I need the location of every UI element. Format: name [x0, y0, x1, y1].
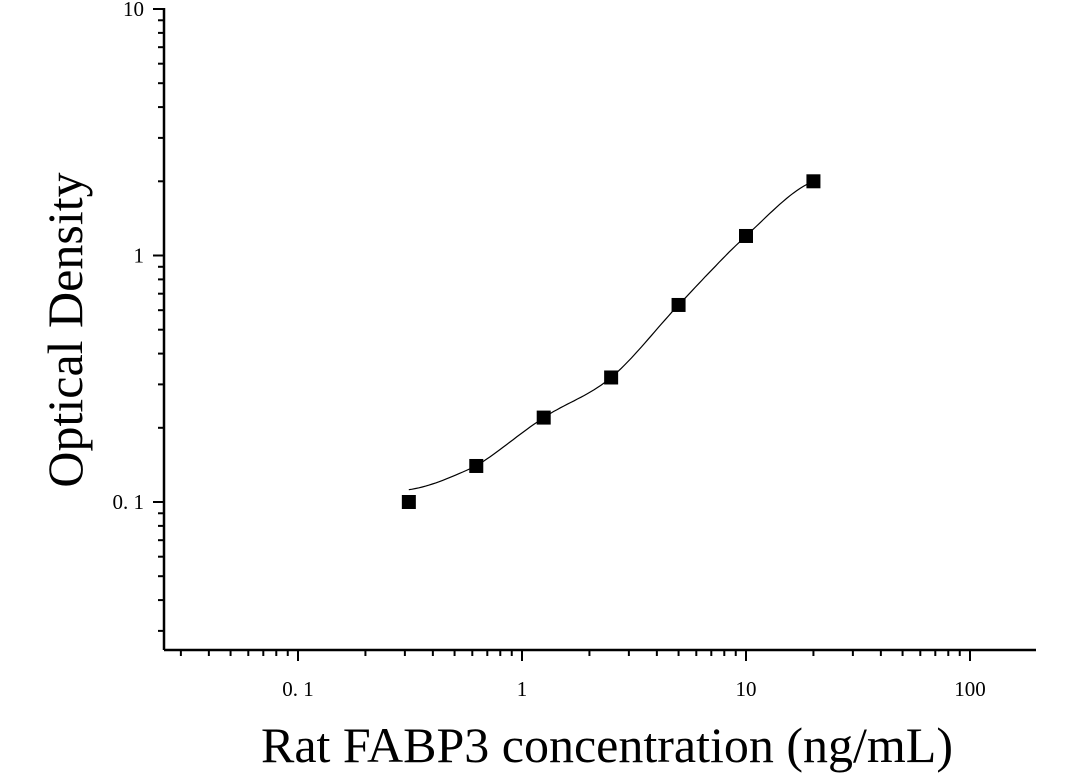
fit-curve	[408, 180, 814, 491]
fit-curve-path	[408, 180, 814, 491]
x-tick-label: 0. 1	[282, 677, 314, 701]
data-point	[806, 174, 821, 189]
x-tick-label: 10	[736, 677, 757, 701]
data-point	[671, 297, 686, 312]
y-axis-title: Optical Density	[37, 172, 93, 487]
ticks	[153, 8, 971, 661]
data-point	[401, 495, 416, 509]
data-points	[401, 174, 821, 509]
tick-labels: 0. 1 1 10 100 0. 1 1 10	[113, 0, 986, 701]
x-axis-title: Rat FABP3 concentration (ng/mL)	[261, 717, 953, 773]
y-tick-label: 0. 1	[113, 490, 145, 514]
y-tick-label: 1	[134, 244, 145, 268]
x-tick-label: 1	[517, 677, 528, 701]
data-point	[604, 370, 619, 385]
data-point	[536, 410, 551, 425]
y-tick-label: 10	[123, 0, 144, 21]
data-point	[469, 458, 484, 473]
axes	[162, 8, 1036, 652]
data-point	[739, 228, 753, 243]
x-tick-label: 100	[954, 677, 986, 701]
